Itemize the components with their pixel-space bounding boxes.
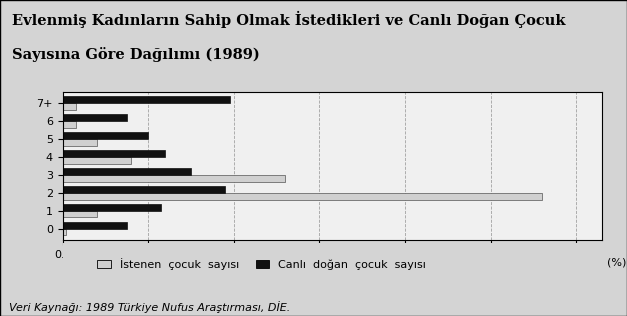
Bar xyxy=(63,228,66,235)
Bar xyxy=(63,186,225,193)
Bar xyxy=(63,168,191,175)
Bar xyxy=(63,96,229,103)
Bar xyxy=(63,132,149,139)
Bar xyxy=(63,204,161,211)
Bar xyxy=(63,103,75,110)
Text: (%): (%) xyxy=(608,258,627,268)
Bar xyxy=(63,121,75,128)
Legend: İstenen  çocuk  sayısı, Canlı  doğan  çocuk  sayısı: İstenen çocuk sayısı, Canlı doğan çocuk … xyxy=(95,256,428,272)
Bar xyxy=(63,114,127,121)
Text: Veri Kaynağı: 1989 Türkiye Nufus Araştırması, DİE.: Veri Kaynağı: 1989 Türkiye Nufus Araştır… xyxy=(9,301,291,313)
Bar xyxy=(63,211,97,217)
Bar xyxy=(63,175,285,182)
Bar xyxy=(63,139,97,146)
Bar xyxy=(63,222,127,228)
Bar xyxy=(63,150,166,157)
Text: Evlenmiş Kadınların Sahip Olmak İstedikleri ve Canlı Doğan Çocuk: Evlenmiş Kadınların Sahip Olmak İstedikl… xyxy=(13,10,566,27)
Bar xyxy=(63,157,131,164)
Text: Sayısına Göre Dağılımı (1989): Sayısına Göre Dağılımı (1989) xyxy=(13,47,260,62)
Bar xyxy=(63,193,542,199)
